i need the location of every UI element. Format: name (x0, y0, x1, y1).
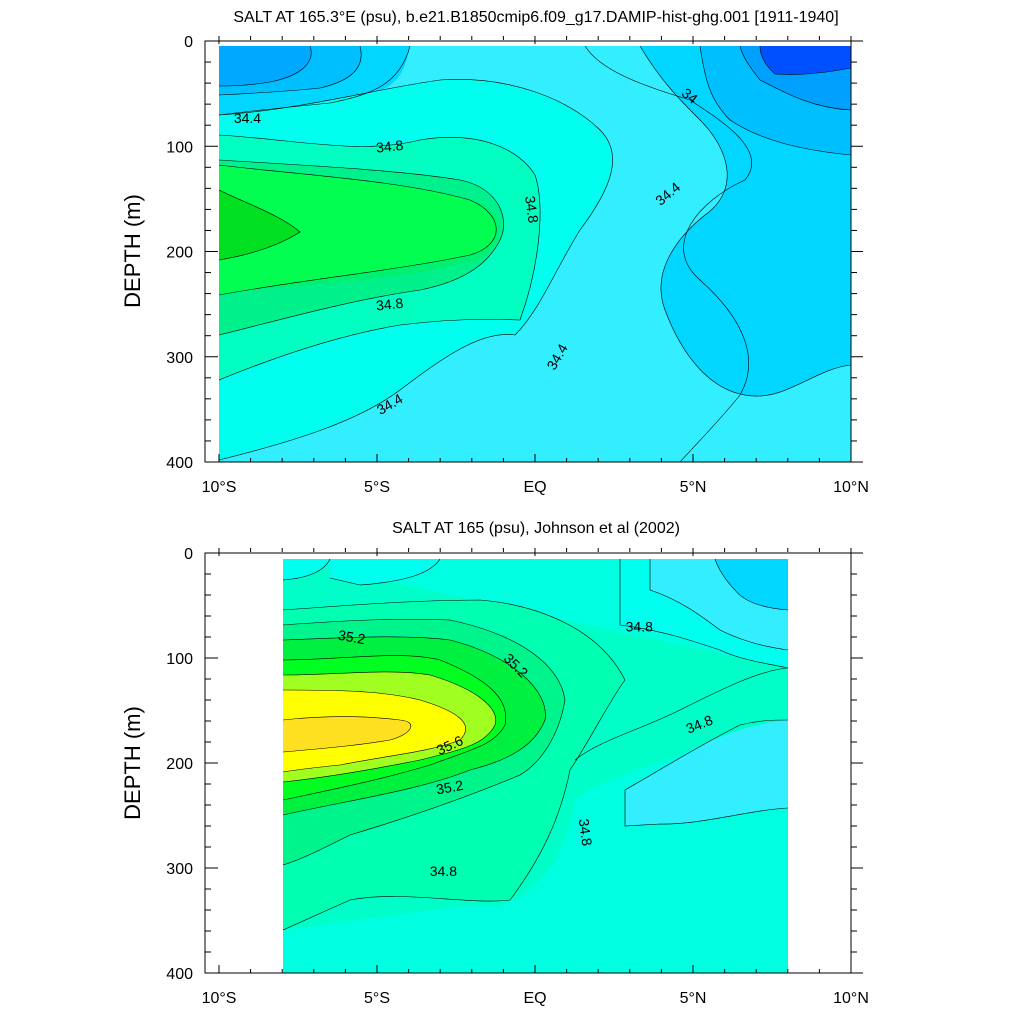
panel-2-ylabel: DEPTH (m) (120, 706, 145, 820)
contour-line (219, 159, 504, 336)
fill-33.4-right (760, 46, 851, 75)
contour-label: 34.8 (626, 619, 653, 635)
panel-2-contour-fill (283, 559, 788, 973)
contour-label: 34.8 (430, 863, 457, 879)
panel-2-title: SALT AT 165 (psu), Johnson et al (2002) (392, 520, 680, 537)
y-tick-label: 100 (166, 651, 193, 668)
contour-line (283, 559, 331, 581)
contour-line (714, 559, 788, 611)
contour-line (574, 667, 788, 761)
contour-line (219, 79, 613, 461)
panel-2-contour-lines (283, 559, 788, 931)
x-tick-label: 5°S (364, 990, 390, 1007)
contour-line (329, 559, 441, 586)
contour-line (283, 655, 507, 801)
y-tick-label: 200 (166, 756, 193, 773)
y-tick-label: 300 (166, 350, 193, 367)
panel-1-axes: 10°S 5°S EQ 5°N 10°N 0 100 200 300 400 (166, 34, 869, 496)
fill-35.8 (283, 716, 411, 752)
x-tick-label: 5°S (364, 479, 390, 496)
contour-line (283, 636, 546, 816)
fill-35.4-core (219, 190, 300, 260)
contour-line (283, 618, 566, 866)
fill-34.6-right-low (625, 720, 788, 826)
y-tick-label: 200 (166, 245, 193, 262)
fill-left-top (283, 559, 330, 580)
contour-line (219, 189, 301, 261)
contour-label: 34.8 (576, 818, 596, 847)
panel-2-axes: 10°S 5°S EQ 5°N 10°N 0 100 200 300 400 (166, 546, 869, 1007)
y-tick-label: 300 (166, 861, 193, 878)
panel-1-contour-fill (219, 46, 851, 462)
y-tick-label: 0 (184, 34, 193, 51)
x-tick-label: 5°N (680, 990, 707, 1007)
x-tick-label: EQ (523, 479, 546, 496)
contour-line (624, 719, 788, 827)
contour-label: 34.4 (234, 110, 261, 126)
fill-34.2-right-top (715, 559, 788, 610)
contour-label: 34.8 (375, 295, 404, 314)
contour-line (283, 671, 497, 783)
contour-line (619, 559, 788, 669)
contour-line (584, 46, 752, 462)
contour-line (219, 46, 312, 87)
contour-label: 34.8 (375, 137, 404, 156)
contour-line (283, 716, 412, 753)
contour-line (739, 46, 851, 111)
y-tick-label: 100 (166, 139, 193, 156)
fill-35.2-core (219, 165, 497, 295)
panel-2: SALT AT 165 (psu), Johnson et al (2002) (120, 520, 869, 1007)
panel-1-title: SALT AT 165.3°E (psu), b.e21.B1850cmip6.… (233, 9, 838, 26)
x-tick-label: EQ (523, 990, 546, 1007)
contour-line (283, 689, 466, 773)
fill-33.8-band-left (219, 46, 312, 86)
contour-line (759, 46, 851, 75)
contour-line (219, 134, 541, 381)
x-tick-label: 10°S (202, 479, 237, 496)
contour-label: 35.2 (435, 777, 465, 798)
x-tick-label: 10°N (833, 990, 869, 1007)
x-tick-label: 10°N (833, 479, 869, 496)
contour-label: 35.2 (337, 627, 367, 648)
contour-line (283, 599, 626, 931)
panel-1-ylabel: DEPTH (m) (120, 194, 145, 308)
fill-left-top-2 (330, 559, 440, 585)
y-tick-label: 400 (166, 455, 193, 472)
panel-1: SALT AT 165.3°E (psu), b.e21.B1850cmip6.… (120, 9, 869, 496)
contour-line (219, 164, 497, 296)
contour-label: 34.8 (522, 195, 542, 224)
x-tick-label: 5°N (680, 479, 707, 496)
y-tick-label: 400 (166, 966, 193, 983)
contour-line (649, 559, 788, 651)
contour-line (219, 46, 362, 96)
x-tick-label: 10°S (202, 990, 237, 1007)
contour-line (639, 46, 851, 397)
contour-line (699, 46, 851, 156)
contour-line (219, 46, 411, 116)
y-tick-label: 0 (184, 546, 193, 563)
panel-1-contour-lines (219, 46, 851, 462)
